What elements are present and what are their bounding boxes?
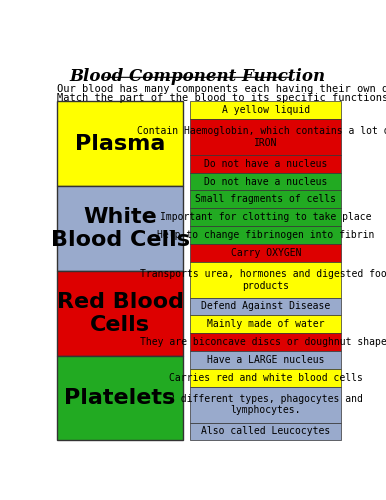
Text: Important for clotting to take place: Important for clotting to take place xyxy=(160,212,372,222)
Text: Match the part of the blood to its specific functions.: Match the part of the blood to its speci… xyxy=(57,94,386,104)
Bar xyxy=(190,316,342,334)
Bar xyxy=(190,334,342,351)
Text: Platelets: Platelets xyxy=(64,388,176,408)
Bar xyxy=(190,190,342,208)
Text: They are biconcave discs or doughnut shaped: They are biconcave discs or doughnut sha… xyxy=(140,337,386,347)
Text: Defend Against Disease: Defend Against Disease xyxy=(201,302,330,312)
Text: Blood Component Function: Blood Component Function xyxy=(70,68,326,86)
Text: Red Blood
Cells: Red Blood Cells xyxy=(56,292,184,335)
Text: Contain Haemoglobin, which contains a lot of
IRON: Contain Haemoglobin, which contains a lo… xyxy=(137,126,386,148)
Bar xyxy=(190,369,342,387)
Text: Our blood has many components each having their own different function.: Our blood has many components each havin… xyxy=(57,84,386,94)
Bar xyxy=(190,298,342,316)
Text: Do not have a nucleus: Do not have a nucleus xyxy=(204,176,328,186)
Bar xyxy=(190,226,342,244)
Text: White
Blood Cells: White Blood Cells xyxy=(51,207,190,250)
Text: Do not have a nucleus: Do not have a nucleus xyxy=(204,158,328,168)
Text: Help to change fibrinogen into fibrin: Help to change fibrinogen into fibrin xyxy=(157,230,374,240)
Text: Also called Leucocytes: Also called Leucocytes xyxy=(201,426,330,436)
Text: Carry OXYGEN: Carry OXYGEN xyxy=(230,248,301,258)
Bar xyxy=(190,208,342,226)
Text: Transports urea, hormones and digested food
products: Transports urea, hormones and digested f… xyxy=(140,269,386,290)
Bar xyxy=(190,262,342,298)
Text: Small fragments of cells: Small fragments of cells xyxy=(195,194,336,204)
Bar xyxy=(190,387,342,422)
Bar xyxy=(57,101,183,186)
Bar xyxy=(190,172,342,190)
Text: Carries red and white blood cells: Carries red and white blood cells xyxy=(169,373,363,383)
Text: Plasma: Plasma xyxy=(75,134,165,154)
Text: 2 different types, phagocytes and
lymphocytes.: 2 different types, phagocytes and lympho… xyxy=(169,394,363,415)
Bar xyxy=(190,422,342,440)
Bar xyxy=(190,101,342,119)
Bar xyxy=(57,271,183,355)
Text: Mainly made of water: Mainly made of water xyxy=(207,320,325,330)
Bar xyxy=(57,356,183,440)
Text: A yellow liquid: A yellow liquid xyxy=(222,105,310,115)
Bar xyxy=(190,119,342,155)
Bar xyxy=(57,186,183,271)
Text: Have a LARGE nucleus: Have a LARGE nucleus xyxy=(207,355,325,365)
Bar xyxy=(190,244,342,262)
Bar xyxy=(190,351,342,369)
Bar xyxy=(190,155,342,172)
